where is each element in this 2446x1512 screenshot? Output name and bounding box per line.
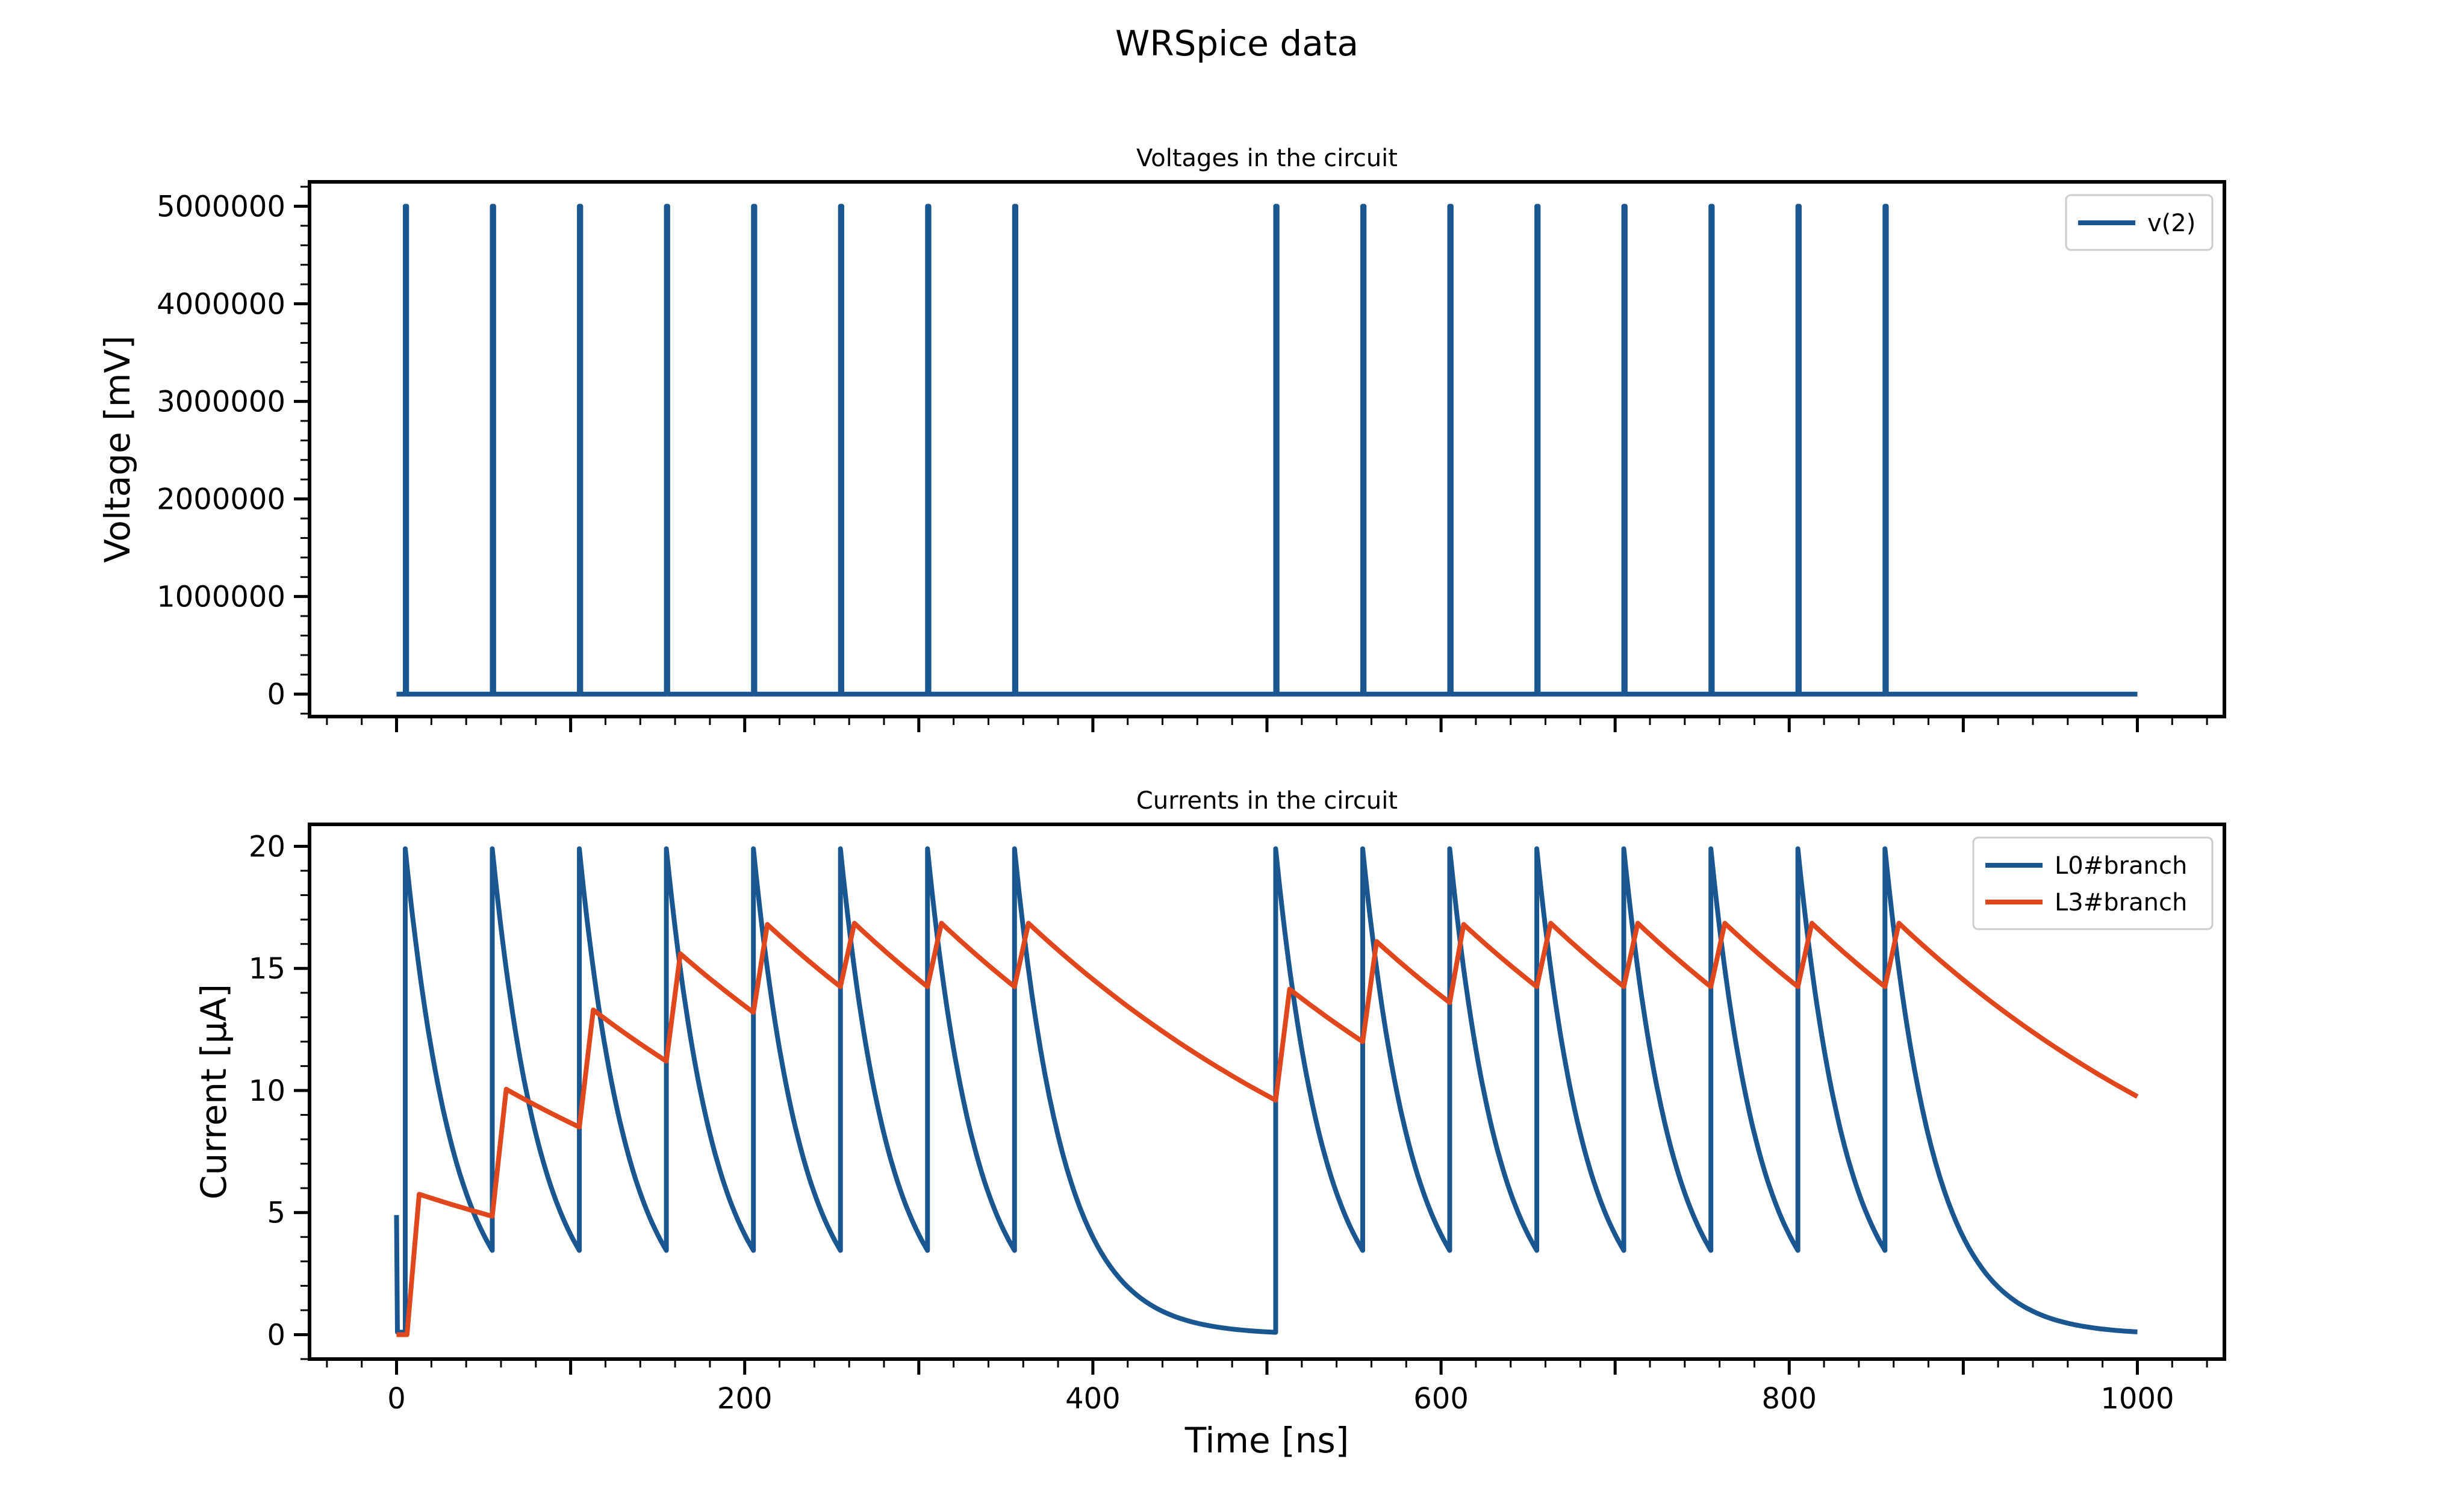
- figure-title: WRSpice data: [1115, 23, 1358, 64]
- panel-title: Voltages in the circuit: [1136, 145, 1398, 172]
- legend-box: [2065, 194, 2214, 251]
- legend-label-l3: L3#branch: [2055, 889, 2187, 916]
- x-tick-label: 0: [387, 1382, 406, 1416]
- legend-label-v2: v(2): [2147, 210, 2195, 237]
- y-tick-label: 5: [267, 1196, 285, 1230]
- panel-1: Voltages in the circuit Voltage [mV] 0 1000…: [97, 145, 2226, 732]
- y-axis-label: Voltage [mV]: [97, 335, 138, 562]
- y-axis-label: Current [μA]: [193, 984, 234, 1199]
- x-axis: [326, 717, 2208, 732]
- series-line-l0-branch: [394, 846, 2138, 1335]
- y-axis: 0 5 10 15 20: [249, 830, 310, 1360]
- x-tick-label: 1000: [2100, 1382, 2174, 1416]
- x-tick-label: 200: [717, 1382, 773, 1416]
- y-tick-label: 0: [267, 1318, 285, 1352]
- x-tick-label: 400: [1065, 1382, 1121, 1416]
- panel-title: Currents in the circuit: [1136, 787, 1398, 815]
- legend-label-l0: L0#branch: [2055, 852, 2187, 880]
- legend: v(2): [2065, 194, 2214, 251]
- y-tick-label: 2000000: [157, 483, 285, 517]
- panel-2: Currents in the circuit Current [μA] Time …: [193, 787, 2226, 1461]
- y-tick-label: 4000000: [157, 288, 285, 322]
- y-tick-label: 15: [249, 952, 285, 986]
- legend-box: [1972, 836, 2214, 930]
- x-axis: 0 200 400 600 800 1000: [326, 1359, 2208, 1416]
- series-line-l3-branch: [396, 921, 2139, 1337]
- x-axis-label: Time [ns]: [1184, 1420, 1349, 1461]
- y-axis: 0 1000000 2000000 3000000 4000000 5000000: [157, 185, 310, 715]
- y-tick-label: 0: [267, 678, 285, 712]
- legend: L0#branch L3#branch: [1972, 836, 2214, 930]
- x-tick-label: 600: [1413, 1382, 1469, 1416]
- plot-area: [394, 846, 2139, 1337]
- y-tick-label: 3000000: [157, 385, 285, 419]
- x-tick-label: 800: [1761, 1382, 1817, 1416]
- series-line-v2: [396, 204, 2138, 697]
- plot-frame: [308, 180, 2226, 718]
- plot-area: [396, 204, 2138, 697]
- y-tick-label: 10: [249, 1074, 285, 1108]
- y-tick-label: 20: [249, 830, 285, 863]
- y-tick-label: 5000000: [157, 190, 285, 224]
- y-tick-label: 1000000: [157, 580, 285, 614]
- plot-frame: [308, 823, 2226, 1361]
